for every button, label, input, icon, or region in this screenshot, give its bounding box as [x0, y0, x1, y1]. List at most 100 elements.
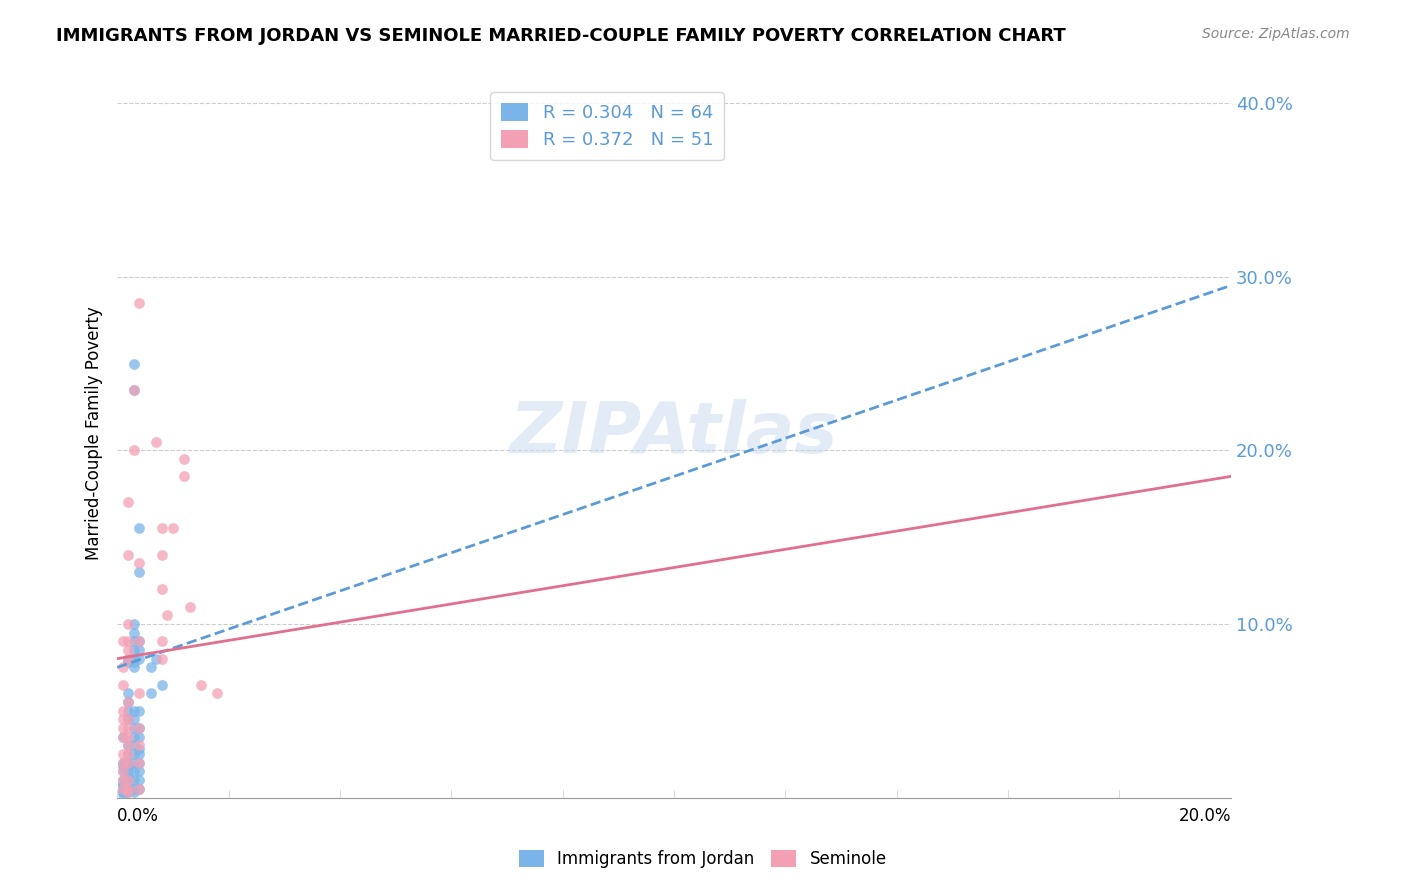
Point: [117, 651, 139, 665]
Point: [128, 773, 150, 788]
Point: [122, 655, 145, 669]
Point: [111, 773, 134, 788]
Point: [117, 730, 139, 744]
Point: [111, 787, 134, 801]
Point: [117, 764, 139, 779]
Point: [117, 773, 139, 788]
Point: [122, 443, 145, 458]
Point: [128, 756, 150, 770]
Point: [150, 651, 173, 665]
Point: [111, 756, 134, 770]
Point: [128, 739, 150, 753]
Point: [122, 383, 145, 397]
Point: [122, 781, 145, 796]
Point: [128, 764, 150, 779]
Point: [122, 730, 145, 744]
Point: [128, 556, 150, 570]
Point: [111, 776, 134, 790]
Point: [156, 608, 179, 623]
Text: IMMIGRANTS FROM JORDAN VS SEMINOLE MARRIED-COUPLE FAMILY POVERTY CORRELATION CHA: IMMIGRANTS FROM JORDAN VS SEMINOLE MARRI…: [56, 27, 1066, 45]
Point: [111, 747, 134, 761]
Text: ZIPAtlas: ZIPAtlas: [510, 399, 838, 467]
Point: [117, 785, 139, 799]
Point: [117, 756, 139, 770]
Point: [128, 781, 150, 796]
Point: [122, 721, 145, 735]
Point: [207, 686, 229, 700]
Point: [128, 521, 150, 535]
Point: [117, 781, 139, 796]
Point: [122, 704, 145, 718]
Point: [122, 785, 145, 799]
Point: [122, 616, 145, 631]
Y-axis label: Married-Couple Family Poverty: Married-Couple Family Poverty: [86, 306, 103, 560]
Point: [117, 747, 139, 761]
Point: [117, 712, 139, 726]
Point: [117, 773, 139, 788]
Point: [117, 704, 139, 718]
Point: [117, 747, 139, 761]
Point: [150, 582, 173, 597]
Point: [111, 773, 134, 788]
Text: 0.0%: 0.0%: [117, 807, 159, 825]
Point: [122, 773, 145, 788]
Point: [122, 383, 145, 397]
Point: [111, 660, 134, 674]
Point: [111, 756, 134, 770]
Point: [117, 781, 139, 796]
Point: [128, 704, 150, 718]
Point: [173, 469, 195, 483]
Point: [117, 655, 139, 669]
Point: [117, 616, 139, 631]
Point: [128, 781, 150, 796]
Text: 20.0%: 20.0%: [1178, 807, 1230, 825]
Point: [111, 730, 134, 744]
Point: [122, 660, 145, 674]
Point: [111, 759, 134, 773]
Point: [117, 634, 139, 648]
Point: [122, 643, 145, 657]
Point: [117, 721, 139, 735]
Point: [139, 660, 162, 674]
Point: [122, 747, 145, 761]
Point: [122, 625, 145, 640]
Point: [117, 712, 139, 726]
Point: [117, 643, 139, 657]
Point: [117, 495, 139, 509]
Point: [128, 747, 150, 761]
Point: [122, 756, 145, 770]
Point: [128, 742, 150, 756]
Point: [150, 634, 173, 648]
Legend: Immigrants from Jordan, Seminole: Immigrants from Jordan, Seminole: [512, 843, 894, 875]
Point: [117, 785, 139, 799]
Point: [117, 739, 139, 753]
Point: [117, 770, 139, 784]
Text: Source: ZipAtlas.com: Source: ZipAtlas.com: [1202, 27, 1350, 41]
Point: [150, 521, 173, 535]
Point: [117, 548, 139, 562]
Point: [111, 781, 134, 796]
Point: [122, 634, 145, 648]
Point: [122, 712, 145, 726]
Point: [128, 651, 150, 665]
Point: [150, 678, 173, 692]
Point: [111, 721, 134, 735]
Point: [111, 704, 134, 718]
Legend: R = 0.304   N = 64, R = 0.372   N = 51: R = 0.304 N = 64, R = 0.372 N = 51: [491, 92, 724, 160]
Point: [128, 721, 150, 735]
Point: [128, 730, 150, 744]
Point: [117, 739, 139, 753]
Point: [128, 721, 150, 735]
Point: [122, 651, 145, 665]
Point: [128, 643, 150, 657]
Point: [128, 686, 150, 700]
Point: [117, 686, 139, 700]
Point: [128, 756, 150, 770]
Point: [117, 695, 139, 709]
Point: [111, 764, 134, 779]
Point: [111, 712, 134, 726]
Point: [128, 565, 150, 579]
Point: [128, 634, 150, 648]
Point: [111, 781, 134, 796]
Point: [111, 634, 134, 648]
